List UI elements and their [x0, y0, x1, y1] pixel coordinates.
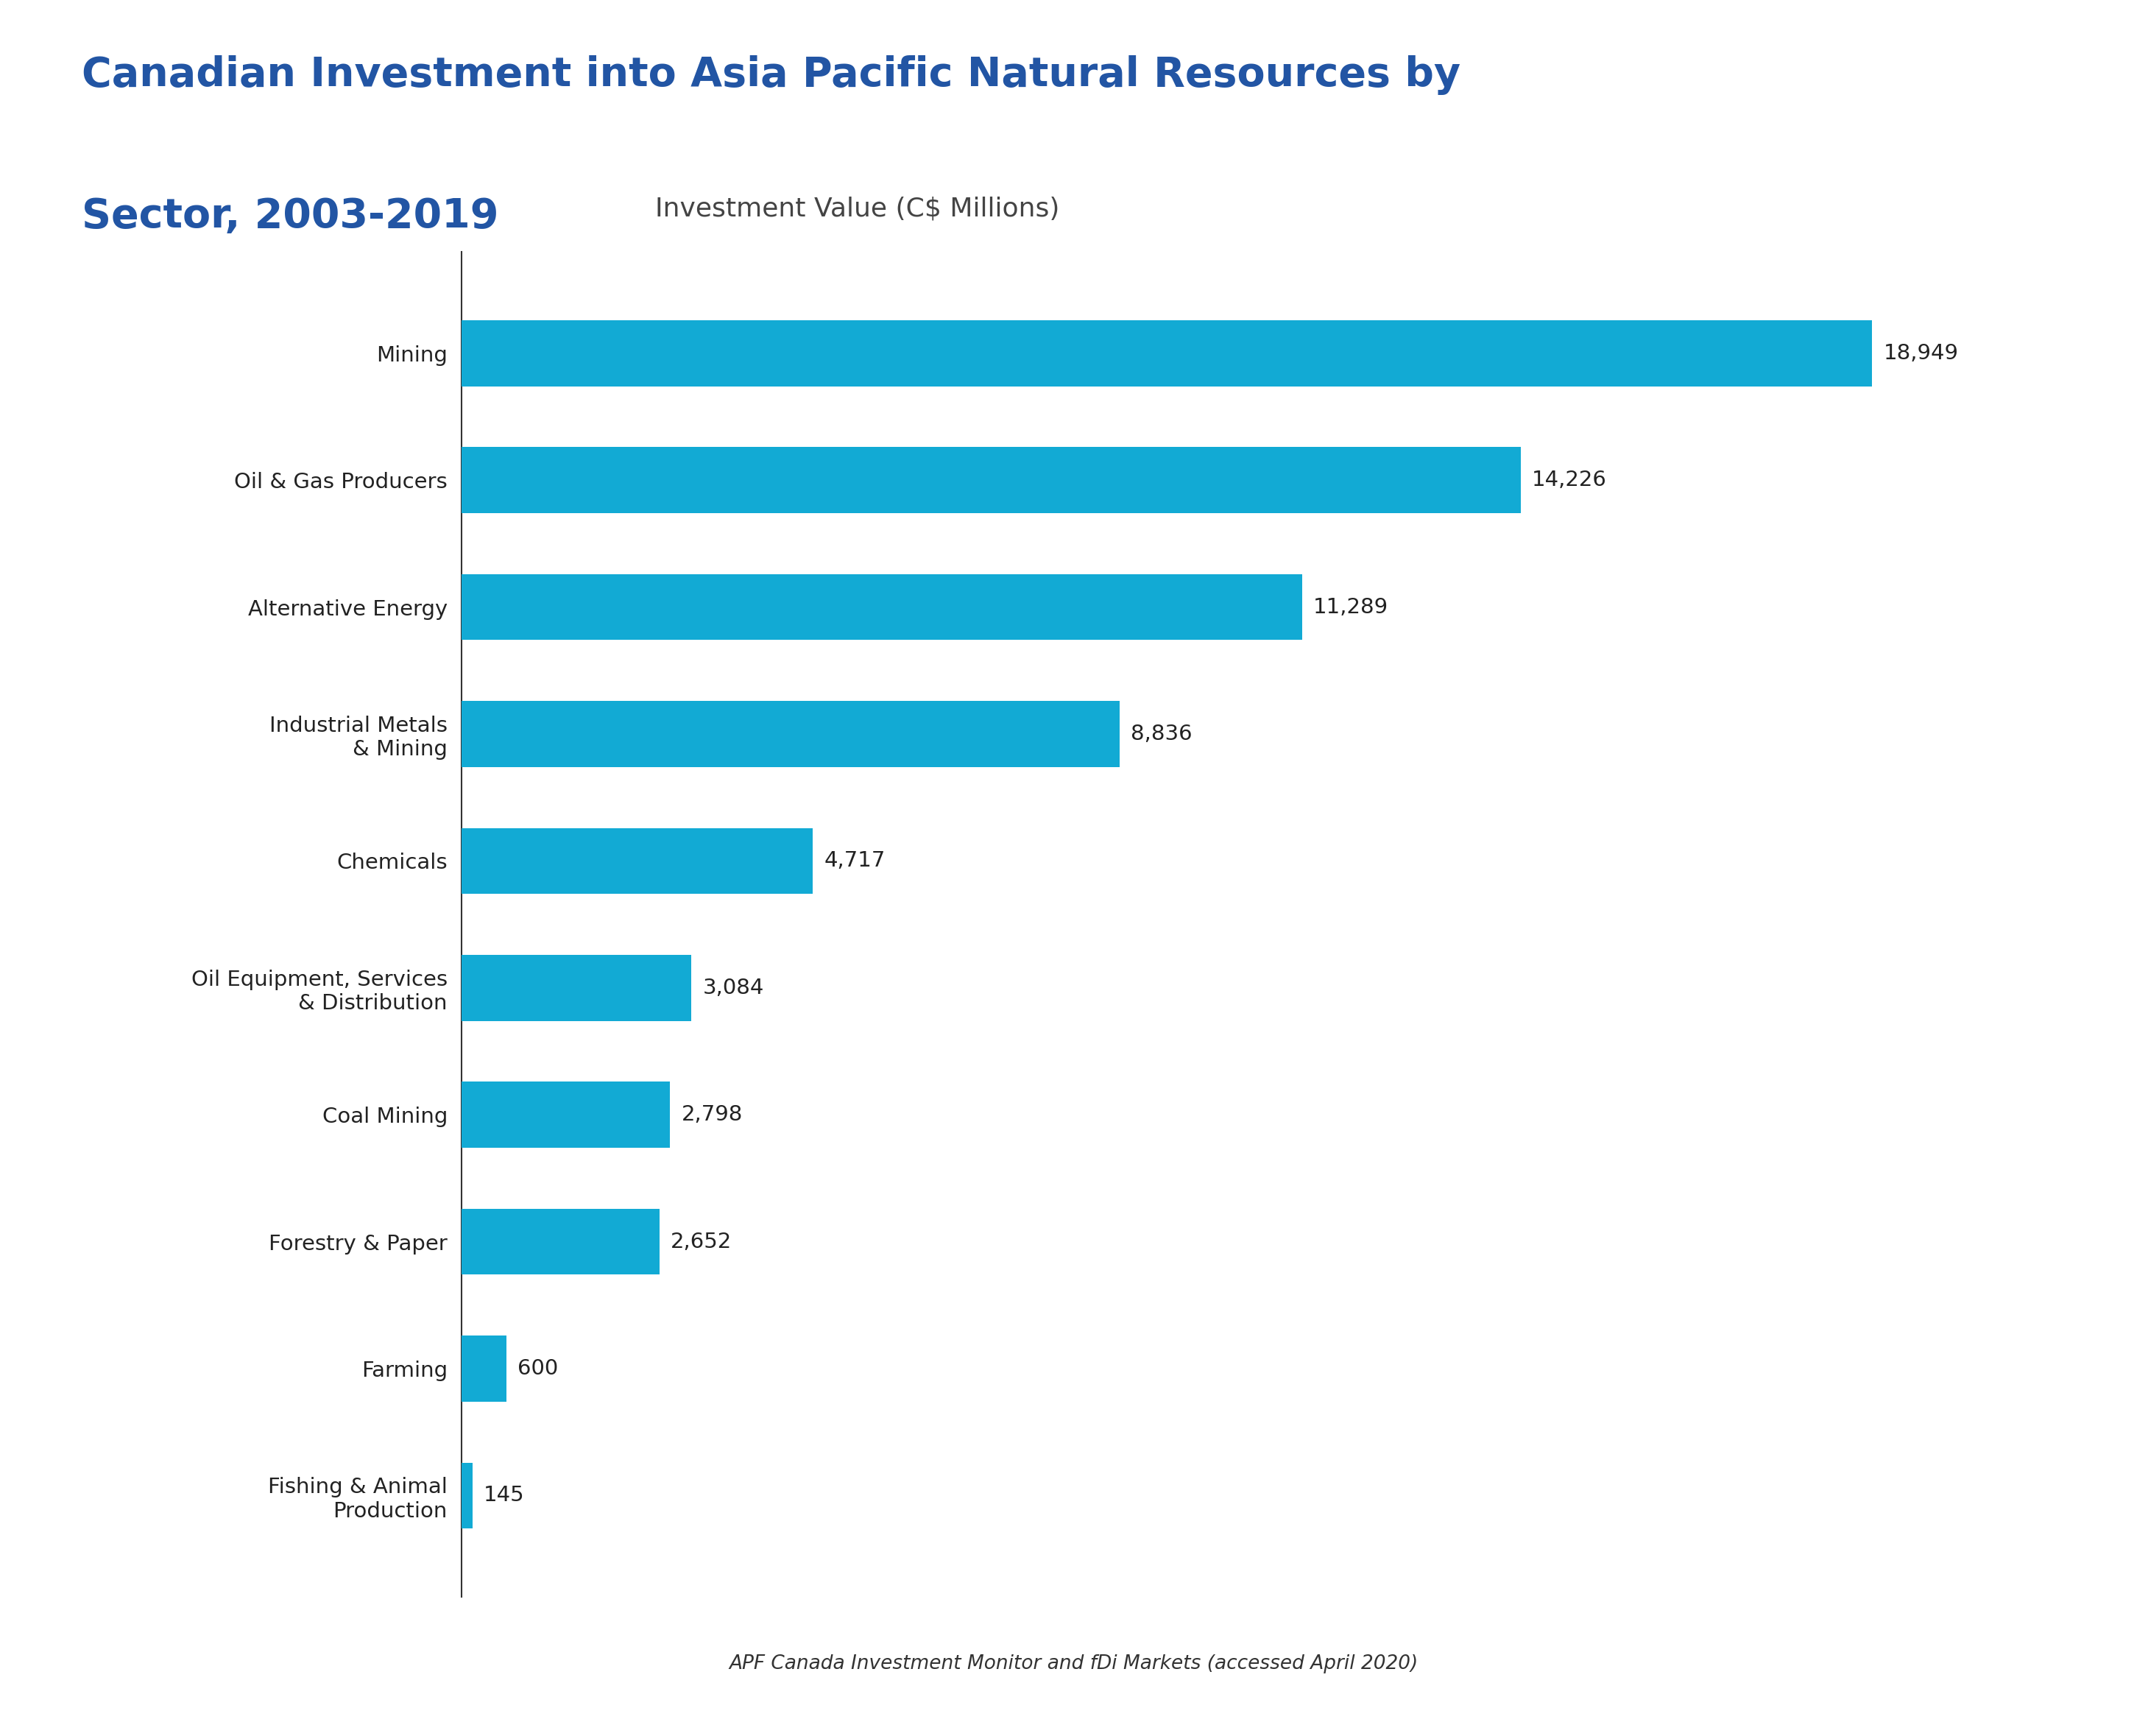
Text: 4,717: 4,717 [825, 851, 885, 871]
Text: Sector, 2003-2019: Sector, 2003-2019 [82, 196, 498, 236]
Text: 600: 600 [518, 1358, 558, 1378]
Text: 11,289: 11,289 [1312, 597, 1388, 618]
Bar [462, 1335, 507, 1401]
Bar [462, 575, 1302, 641]
Bar [462, 1462, 473, 1529]
Bar [462, 319, 1873, 387]
Bar [462, 448, 1521, 514]
Text: 2,798: 2,798 [681, 1104, 743, 1125]
Text: APF Canada Investment Monitor and fDi Markets (accessed April 2020): APF Canada Investment Monitor and fDi Ma… [730, 1654, 1418, 1674]
Text: Canadian Investment into Asia Pacific Natural Resources by: Canadian Investment into Asia Pacific Na… [82, 56, 1461, 95]
Text: 2,652: 2,652 [670, 1231, 732, 1252]
Text: 3,084: 3,084 [702, 977, 765, 998]
Bar [462, 701, 1119, 767]
Text: 14,226: 14,226 [1532, 470, 1607, 491]
Bar [462, 1082, 670, 1147]
Text: 145: 145 [483, 1486, 524, 1505]
Text: 8,836: 8,836 [1130, 724, 1192, 745]
Bar [462, 1208, 659, 1274]
Bar [462, 828, 812, 894]
Text: 18,949: 18,949 [1884, 344, 1959, 363]
Text: Investment Value (C$ Millions): Investment Value (C$ Millions) [655, 196, 1059, 222]
Bar [462, 955, 692, 1021]
